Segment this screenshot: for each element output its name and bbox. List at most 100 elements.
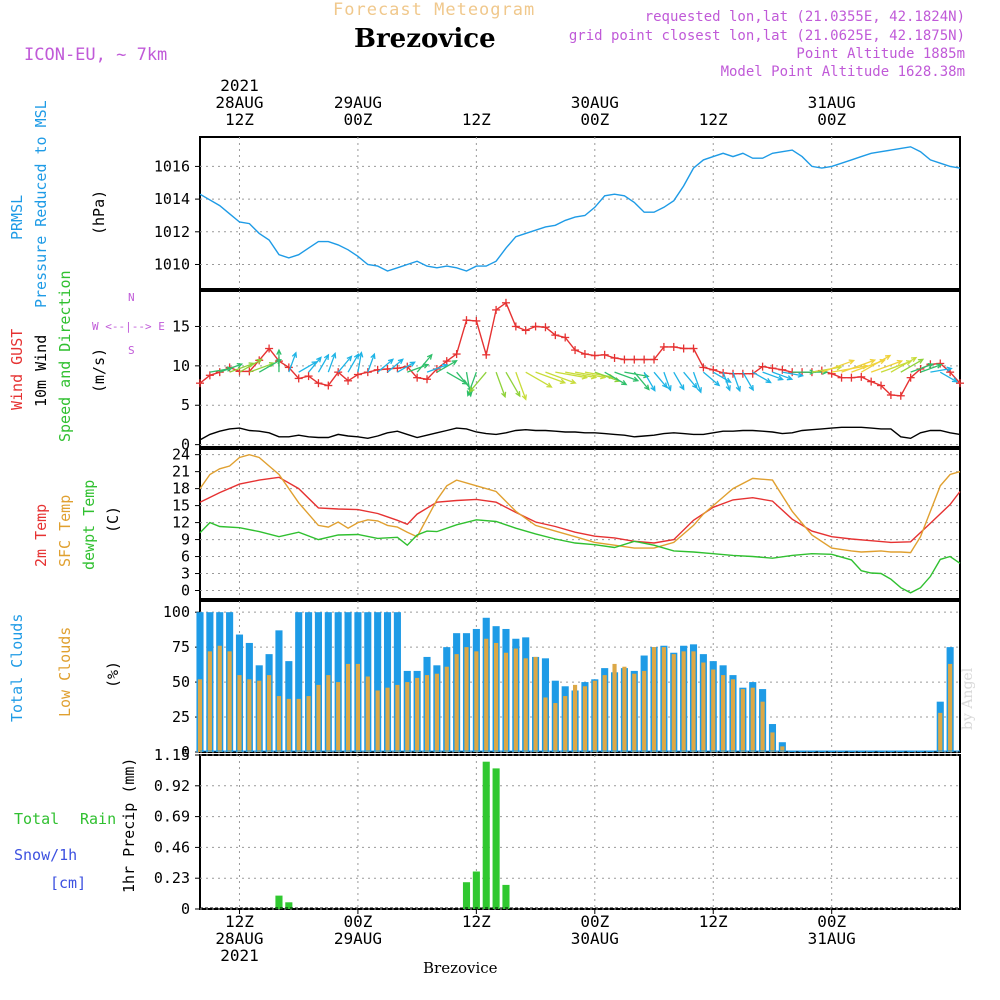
wind-arrow-head bbox=[885, 354, 892, 361]
low-cloud-bar bbox=[217, 645, 222, 752]
wind-arrow bbox=[545, 371, 576, 384]
wind-arrow bbox=[416, 354, 433, 373]
low-cloud-bar bbox=[612, 663, 617, 752]
low-cloud-bar bbox=[750, 687, 755, 752]
wind-arrow-head bbox=[422, 363, 430, 369]
low-cloud-bar bbox=[415, 677, 420, 752]
wind-arrow bbox=[565, 371, 596, 379]
model-altitude: Model Point Altitude 1628.38m bbox=[720, 64, 965, 80]
low-cloud-bar bbox=[484, 638, 489, 752]
temperature-ytick-label: 18 bbox=[172, 480, 190, 498]
pressure-ytick-label: 1014 bbox=[154, 190, 190, 208]
low-cloud-bar bbox=[286, 698, 291, 752]
wind-arrow bbox=[910, 363, 933, 373]
wind-arrow bbox=[288, 352, 297, 373]
wind-arrow bbox=[469, 371, 487, 393]
wind-arrow bbox=[407, 364, 429, 373]
low-cloud-bar bbox=[760, 701, 765, 752]
compass-we: W <--|--> E bbox=[92, 320, 165, 333]
temp-2m-line bbox=[199, 476, 961, 544]
wind-arrow bbox=[367, 353, 375, 373]
low-cloud-bar bbox=[780, 746, 785, 752]
precip-ytick-label: 0.92 bbox=[154, 777, 190, 795]
low-cloud-bar bbox=[237, 675, 242, 752]
wind-arrow bbox=[604, 371, 627, 386]
wind-arrow bbox=[535, 371, 566, 384]
point-altitude: Point Altitude 1885m bbox=[796, 46, 965, 62]
wind-arrow-head bbox=[951, 377, 959, 383]
top-time-label: 31AUG 00Z bbox=[807, 93, 856, 129]
wind-arrow bbox=[298, 361, 317, 373]
label-sfc-temp: SFC Temp bbox=[56, 494, 74, 567]
low-cloud-bar bbox=[326, 675, 331, 752]
wind-arrow bbox=[900, 358, 924, 373]
low-cloud-bar bbox=[247, 679, 252, 752]
wind-arrow bbox=[515, 371, 527, 400]
low-cloud-bar bbox=[267, 675, 272, 752]
total-cloud-bar bbox=[314, 612, 322, 752]
model-name: ICON-EU, ~ 7km bbox=[24, 45, 168, 65]
wind-arrow bbox=[249, 362, 275, 373]
wind-arrow bbox=[673, 371, 685, 390]
top-time-label: 30AUG 00Z bbox=[570, 93, 619, 129]
label-prmsl: PRMSL bbox=[8, 194, 26, 240]
label-hpa: (hPa) bbox=[90, 189, 108, 235]
low-cloud-bar bbox=[207, 651, 212, 752]
wind-arrow-head bbox=[748, 384, 754, 392]
wind-frame bbox=[199, 290, 961, 448]
wind-arrow bbox=[446, 371, 468, 385]
temperature-ytick-label: 9 bbox=[181, 531, 190, 549]
low-cloud-bar bbox=[691, 651, 696, 752]
clouds-ytick-label: 50 bbox=[172, 673, 190, 691]
requested-coords: requested lon,lat (21.0355E, 42.1824N) bbox=[644, 9, 965, 25]
wind-arrow bbox=[525, 371, 552, 388]
label-total-clouds: Total Clouds bbox=[8, 613, 26, 722]
temperature-ytick-label: 3 bbox=[181, 565, 190, 583]
low-cloud-bar bbox=[345, 663, 351, 752]
wind-arrow-head bbox=[786, 375, 794, 381]
wind-arrow-head bbox=[896, 359, 904, 366]
low-cloud-bar bbox=[464, 647, 469, 752]
low-cloud-bar bbox=[938, 712, 943, 752]
temperature-ytick-label: 21 bbox=[172, 463, 190, 481]
wind-ytick-label: 5 bbox=[181, 396, 190, 414]
wind-arrow bbox=[683, 371, 698, 389]
wind-arrow-head bbox=[879, 358, 887, 365]
wind-arrow bbox=[555, 371, 587, 379]
wind-arrow bbox=[772, 371, 793, 380]
low-cloud-bar bbox=[395, 684, 400, 752]
clouds-ytick-label: 75 bbox=[172, 638, 190, 656]
bottom-time-label: 00Z 31AUG bbox=[807, 912, 856, 948]
wind-arrow-head bbox=[650, 385, 656, 392]
low-cloud-bar bbox=[513, 648, 518, 752]
wind-arrow-head bbox=[521, 394, 527, 401]
low-cloud-bar bbox=[661, 647, 666, 752]
low-cloud-bar bbox=[316, 684, 321, 752]
low-cloud-bar bbox=[592, 680, 597, 752]
compass-n: N bbox=[128, 291, 135, 304]
low-cloud-bar bbox=[711, 669, 716, 752]
pressure-ytick-label: 1012 bbox=[154, 223, 190, 241]
precip-ytick-label: 0.69 bbox=[154, 808, 190, 826]
wind-arrow bbox=[436, 360, 457, 373]
precip-ytick-label: 0.46 bbox=[154, 838, 190, 856]
wind-arrow bbox=[377, 358, 394, 373]
wind-arrow-head bbox=[409, 361, 416, 367]
footer-station: Brezovice bbox=[423, 959, 498, 977]
wind-arrow bbox=[653, 371, 668, 388]
wind-arrow-head bbox=[927, 362, 935, 369]
wind-arrow bbox=[890, 357, 917, 373]
wind-arrow-head bbox=[936, 363, 943, 369]
wind-arrow bbox=[495, 371, 506, 397]
wind-arrow bbox=[426, 364, 448, 373]
low-cloud-bar bbox=[306, 696, 311, 752]
temperature-ytick-label: 0 bbox=[181, 582, 190, 600]
wind-arrow-head bbox=[346, 355, 353, 362]
rain-bar bbox=[285, 902, 293, 909]
pressure-frame bbox=[199, 136, 961, 290]
wind-arrow-head bbox=[515, 391, 521, 398]
low-cloud-bar bbox=[257, 680, 262, 752]
label-c: (C) bbox=[104, 505, 122, 533]
label-rain: Rain bbox=[80, 810, 117, 828]
